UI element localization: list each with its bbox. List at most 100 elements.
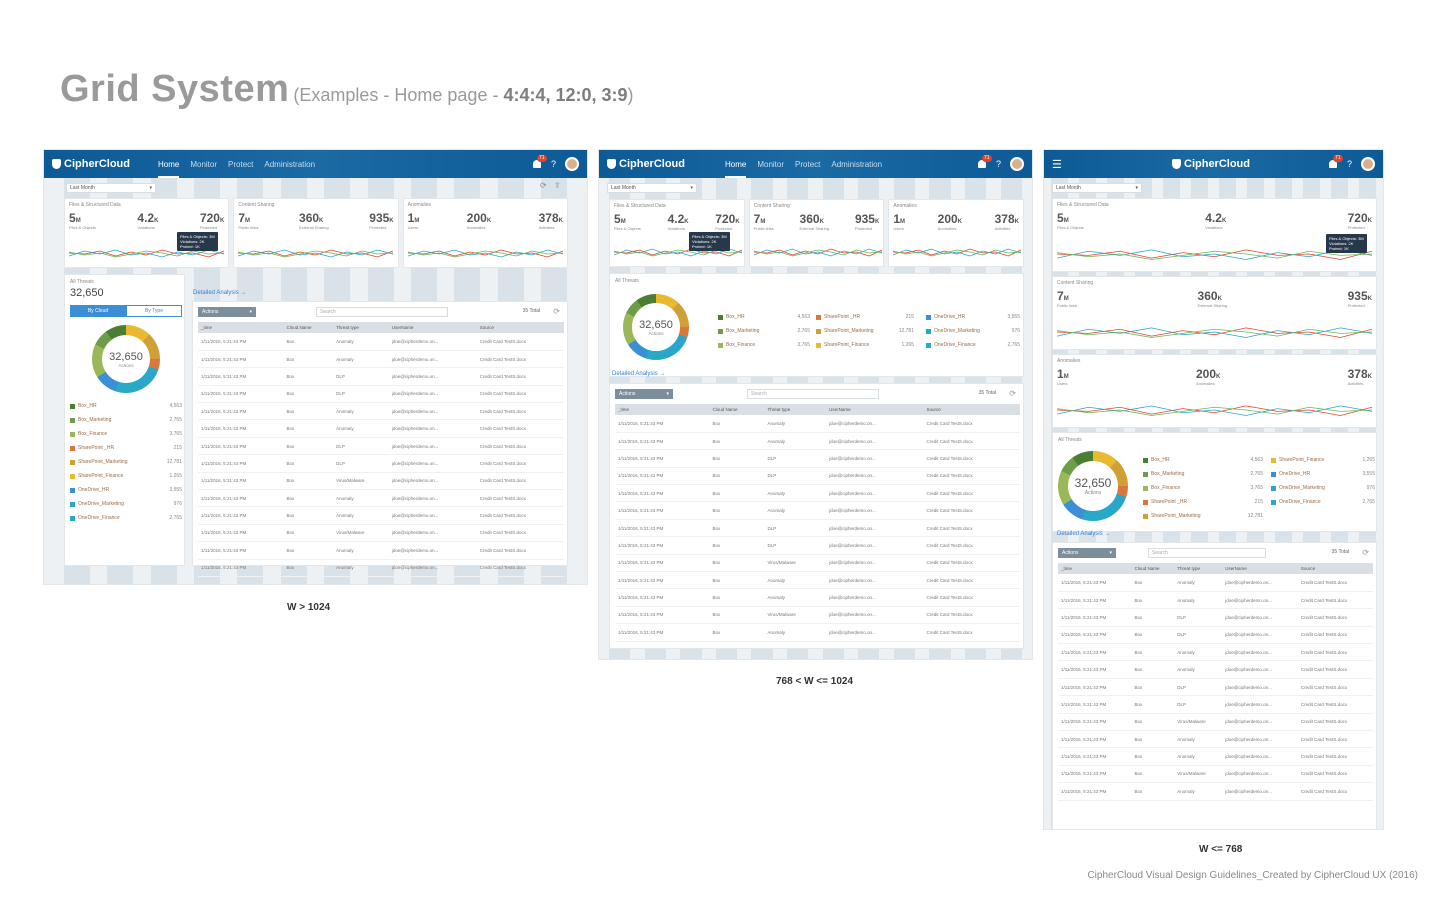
table-row[interactable]: 1/11/2016, 5:21:43 PM Box Anomaly jdoe@ciph… [1058,747,1373,766]
table-row[interactable]: 1/11/2016, 5:21:43 PM Box Anomaly jdoe@ciph… [198,419,564,438]
avatar[interactable] [1361,157,1375,171]
nav-item-administration[interactable]: Administration [264,159,316,169]
nav-item-protect[interactable]: Protect [228,159,254,169]
column-header[interactable]: _time [198,322,284,333]
notification-bell-icon[interactable]: 71 [532,155,547,169]
column-header[interactable]: Threat type [764,404,827,415]
brand-logo[interactable]: CipherCloud [607,158,685,170]
legend-item[interactable]: SharePoint_Marketing 12,781 [1143,509,1263,523]
notification-bell-icon[interactable]: 71 [1328,155,1343,169]
column-header[interactable]: Source [476,322,564,333]
help-icon[interactable]: ? [995,159,1001,169]
column-header[interactable]: _time [615,404,710,415]
table-row[interactable]: 1/11/2016, 5:21:43 PM Box Virus/Malware jdo… [1058,713,1373,732]
table-row[interactable]: 1/11/2016, 5:21:43 PM Box Virus/Malware jdo… [615,554,1020,573]
table-search-input[interactable]: Search [316,307,448,317]
nav-item-protect[interactable]: Protect [795,159,821,169]
table-row[interactable]: 1/11/2016, 5:21:43 PM Box Anomaly jdoe@ciph… [615,571,1020,590]
threat-donut-chart[interactable]: 32,650 Actions [1058,451,1128,521]
kpi-card-sharing[interactable]: Content Sharing 7M Public links 360K Externa… [1052,276,1377,350]
threat-donut-chart[interactable]: 32,650 Actions [92,325,160,393]
legend-item[interactable]: Box_Marketing 2,765 [718,324,810,338]
table-row[interactable]: 1/11/2016, 5:21:43 PM Box DLP jdoe@cipherde… [1058,695,1373,714]
table-row[interactable]: 1/11/2016, 5:21:43 PM Box DLP jdoe@cipherde… [615,449,1020,468]
hamburger-icon[interactable]: ☰ [1052,158,1062,171]
column-header[interactable]: Threat type [1174,563,1223,574]
table-row[interactable]: 1/11/2016, 5:21:43 PM Box Anomaly jdoe@ciph… [1058,730,1373,749]
refresh-icon[interactable]: ⟳ [1362,548,1369,557]
detailed-analysis-link[interactable]: Detailed Analysis → [612,371,666,377]
refresh-icon[interactable]: ⟳ [1009,389,1016,398]
legend-item[interactable]: OneDrive_Finance 2,765 [926,338,1020,352]
actions-dropdown[interactable]: Actions [615,389,673,399]
legend-item[interactable]: OneDrive_Marketing 976 [70,497,182,511]
legend-item[interactable]: SharePoint_Marketing 12,781 [70,455,182,469]
table-row[interactable]: 1/11/2016, 5:21:43 PM Box Anomaly jdoe@ciph… [615,415,1020,433]
legend-item[interactable]: SharePoint_Marketing 12,781 [816,324,914,338]
avatar[interactable] [1010,157,1024,171]
legend-item[interactable]: Box_HR 4,563 [718,310,810,324]
column-header[interactable]: Source [923,404,1020,415]
column-header[interactable]: Cloud Name [283,322,334,333]
nav-item-monitor[interactable]: Monitor [190,159,218,169]
table-row[interactable]: 1/11/2016, 5:21:43 PM Box Anomaly jdoe@ciph… [198,489,564,508]
kpi-card-sharing[interactable]: Content Sharing 7M Public links 360K Externa… [233,198,399,268]
column-header[interactable]: UserName [1222,563,1298,574]
table-row[interactable]: 1/11/2016, 5:21:43 PM Box Anomaly jdoe@ciph… [1058,591,1373,610]
legend-item[interactable]: SharePoint_Finance 1,265 [816,338,914,352]
column-header[interactable]: Source [1297,563,1373,574]
legend-item[interactable]: SharePoint _HR 215 [816,310,914,324]
table-row[interactable]: 1/11/2016, 5:21:43 PM Box DLP jdoe@cipherde… [198,454,564,473]
table-row[interactable]: 1/11/2016, 5:21:43 PM Box Virus/Malware jdo… [198,472,564,491]
kpi-card-anomalies[interactable]: Anomalies 1M Users 200K Anomalies 378K Activit… [402,198,568,268]
legend-item[interactable]: Box_Finance 3,765 [718,338,810,352]
table-row[interactable]: 1/11/2016, 5:21:43 PM Box Anomaly jdoe@ciph… [615,501,1020,520]
legend-item[interactable]: Box_Marketing 2,765 [1143,467,1263,481]
brand-logo[interactable]: CipherCloud [1172,158,1250,170]
column-header[interactable]: Threat type [333,322,389,333]
kpi-card-files[interactable]: Files & Structured Data 5M Files & Objects… [609,199,745,267]
legend-item[interactable]: SharePoint_Finance 1,265 [70,469,182,483]
avatar[interactable] [565,157,579,171]
actions-dropdown[interactable]: Actions [198,307,256,317]
legend-item[interactable]: Box_Marketing 2,765 [70,413,182,427]
table-search-input[interactable]: Search [747,389,879,399]
legend-item[interactable]: Box_Finance 3,765 [1143,481,1263,495]
table-row[interactable]: 1/11/2016, 5:21:43 PM Box DLP jdoe@cipherde… [615,536,1020,555]
table-row[interactable]: 1/11/2016, 5:21:43 PM Box DLP jdoe@cipherde… [1058,678,1373,697]
table-row[interactable]: 1/11/2016, 5:21:43 PM Box DLP jdoe@cipherde… [1058,626,1373,645]
legend-item[interactable]: Box_HR 4,563 [1143,453,1263,467]
period-dropdown[interactable]: Last Month [1052,183,1142,193]
actions-dropdown[interactable]: Actions [1058,548,1116,558]
toggle-by-cloud[interactable]: By Cloud [70,305,126,317]
refresh-icon[interactable]: ⟳ [553,307,560,316]
nav-item-administration[interactable]: Administration [831,159,883,169]
table-row[interactable]: 1/11/2016, 5:21:43 PM Box Anomaly jdoe@ciph… [615,432,1020,451]
table-row[interactable]: 1/11/2016, 5:21:43 PM Box Anomaly jdoe@ciph… [1058,660,1373,679]
help-icon[interactable]: ? [1346,159,1352,169]
table-row[interactable]: 1/11/2016, 5:21:43 PM Box Virus/Malware jdo… [198,524,564,543]
legend-item[interactable]: Box_Finance 3,765 [70,427,182,441]
kpi-card-anomalies[interactable]: Anomalies 1M Users 200K Anomalies 378K Activit… [888,199,1025,267]
legend-item[interactable]: OneDrive_HR 3,555 [70,483,182,497]
table-row[interactable]: 1/11/2016, 5:21:43 PM Box DLP jdoe@cipherde… [198,367,564,386]
table-row[interactable]: 1/11/2016, 5:21:43 PM Box DLP jdoe@cipherde… [1058,608,1373,627]
legend-item[interactable]: OneDrive_Finance 2,765 [1271,495,1375,509]
table-row[interactable]: 1/11/2016, 5:21:43 PM Box Anomaly jdoe@ciph… [198,333,564,351]
table-search-input[interactable]: Search [1148,548,1266,558]
help-icon[interactable]: ? [550,159,556,169]
table-row[interactable]: 1/11/2016, 5:21:43 PM Box Anomaly jdoe@ciph… [198,402,564,421]
legend-item[interactable]: OneDrive_Marketing 976 [926,324,1020,338]
legend-item[interactable]: Box_HR 4,563 [70,399,182,413]
table-row[interactable]: 1/11/2016, 5:21:43 PM Box Anomaly jdoe@ciph… [198,541,564,560]
legend-item[interactable]: OneDrive_HR 3,555 [1271,467,1375,481]
column-header[interactable]: _time [1058,563,1132,574]
nav-item-home[interactable]: Home [158,151,180,178]
table-row[interactable]: 1/11/2016, 5:21:43 PM Box Anomaly jdoe@ciph… [1058,643,1373,662]
table-row[interactable]: 1/11/2016, 5:21:43 PM Box Anomaly jdoe@ciph… [198,506,564,525]
table-row[interactable]: 1/11/2016, 5:21:43 PM Box Anomaly jdoe@ciph… [198,350,564,369]
table-row[interactable]: 1/11/2016, 5:21:43 PM Box Anomaly jdoe@ciph… [615,588,1020,607]
table-row[interactable]: 1/11/2016, 5:21:43 PM Box Anomaly jdoe@ciph… [1058,782,1373,801]
kpi-card-anomalies[interactable]: Anomalies 1M Users 200K Anomalies 378K Activit… [1052,354,1377,428]
table-row[interactable]: 1/11/2016, 5:21:43 PM Box DLP jdoe@cipherde… [615,519,1020,538]
